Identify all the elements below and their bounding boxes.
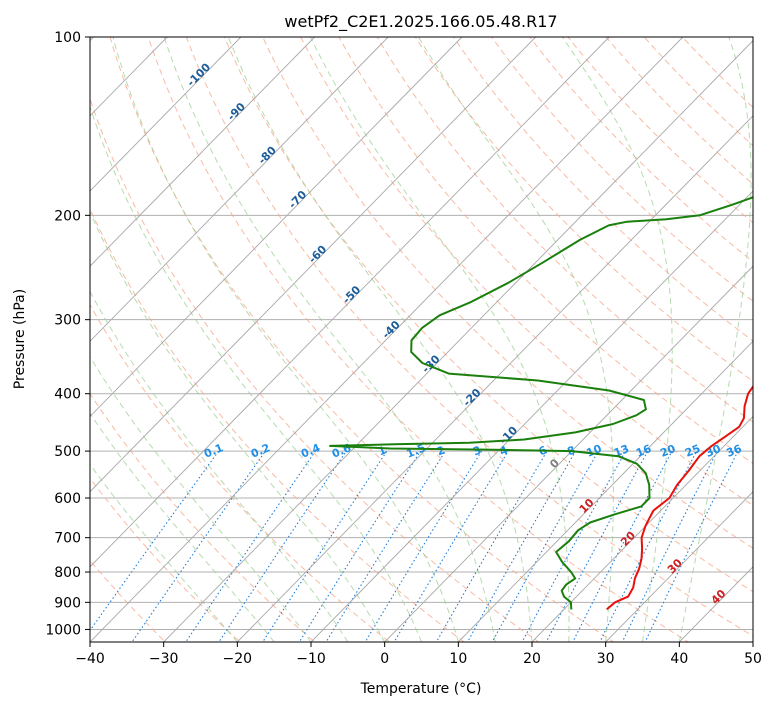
x-axis-title: Temperature (°C) (360, 681, 482, 697)
isotherm-line (90, 37, 242, 192)
dry-adiabat (90, 97, 540, 642)
dry-adiabat (490, 37, 753, 302)
plot-frame (89, 36, 754, 643)
mixing-ratio-label: 1 (376, 443, 388, 458)
isotherm-line (531, 415, 753, 642)
mixing-ratio-label: 3 (471, 443, 483, 458)
moist-adiabat (418, 37, 614, 642)
y-axis-title: Pressure (hPa) (12, 289, 28, 389)
temperature-profile (606, 384, 753, 611)
x-tick-label: −20 (223, 651, 253, 667)
y-tick-label: 700 (54, 531, 81, 547)
mixing-ratio-label: 2 (435, 444, 447, 459)
y-tick-label: 200 (54, 208, 81, 224)
dry-adiabat (452, 37, 753, 342)
dry-adiabat (90, 477, 241, 642)
y-axis: 100 200 300 400 500 600 700 800 900 1000 (45, 30, 90, 638)
mixing-ratio-line (644, 450, 739, 642)
mixing-ratio-line (364, 450, 483, 642)
isotherm-line (90, 37, 315, 267)
profiles (329, 196, 753, 611)
mixing-ratio-line (218, 450, 347, 642)
y-tick-label: 300 (54, 313, 81, 329)
mixing-ratio-label: 25 (683, 442, 702, 460)
moist-adiabat (227, 37, 533, 642)
x-tick-label: 10 (449, 651, 467, 667)
mixing-ratio-line (185, 450, 316, 642)
isotherm-line (90, 37, 684, 642)
mixing-ratio-line (545, 450, 649, 642)
isotherm-line (384, 265, 753, 642)
isotherm-line (310, 190, 753, 642)
isotherm-line (90, 37, 536, 493)
mixing-ratio-label: 16 (634, 442, 653, 460)
mixing-ratio-line (325, 450, 446, 642)
isotherm-line (457, 340, 753, 642)
mixing-ratio-label: 30 (704, 442, 723, 460)
moist-adiabat (163, 37, 496, 642)
isotherm-line (605, 491, 753, 642)
mixing-ratio-label: 36 (725, 442, 744, 460)
mixing-ratio-line (298, 450, 422, 642)
moist-adiabat (112, 37, 459, 642)
dry-adiabat (109, 37, 615, 642)
y-tick-label: 400 (54, 387, 81, 403)
isotherm-line (236, 115, 753, 642)
x-axis: −40 −30 −20 −10 0 10 20 30 40 50 (75, 642, 762, 667)
mixing-ratio-line (435, 450, 548, 642)
mixing-ratio-line (262, 450, 388, 642)
moist-adiabat (561, 37, 673, 642)
moist-adiabat (90, 290, 349, 642)
grid-lines (90, 37, 753, 630)
y-tick-label: 100 (54, 30, 81, 46)
moist-adiabat (90, 210, 386, 642)
x-tick-label: 20 (523, 651, 541, 667)
y-tick-label: 900 (54, 595, 81, 611)
dry-adiabat (300, 37, 753, 507)
moist-adiabat (678, 37, 752, 642)
dry-adiabat (90, 207, 465, 642)
mixing-ratio-line (393, 450, 509, 642)
dry-adiabat (90, 392, 316, 642)
moist-adiabat (90, 463, 238, 642)
mixing-ratio-line (466, 450, 577, 642)
isotherms (90, 37, 753, 642)
x-tick-label: 40 (670, 651, 688, 667)
moist-adiabat (90, 412, 275, 642)
x-tick-label: 30 (597, 651, 615, 667)
isotherm-line (90, 37, 610, 568)
mixing-ratio-label: 10 (585, 442, 604, 460)
y-tick-label: 600 (54, 491, 81, 507)
isotherm-line (90, 37, 389, 342)
x-tick-label: −40 (75, 651, 105, 667)
y-tick-label: 1000 (45, 622, 81, 638)
y-tick-label: 800 (54, 565, 81, 581)
y-tick-label: 500 (54, 444, 81, 460)
dry-adiabat (90, 303, 391, 642)
mixing-ratio-line (90, 450, 220, 632)
mixing-ratio-line (491, 450, 599, 642)
dry-adiabat (147, 37, 690, 642)
x-tick-label: −10 (296, 651, 326, 667)
dry-adiabat (414, 37, 753, 382)
chart-title: wetPf2_C2E1.2025.166.05.48.R17 (284, 12, 557, 32)
x-tick-label: 0 (380, 651, 389, 667)
x-tick-label: −30 (149, 651, 179, 667)
mixing-ratio-label: 20 (658, 442, 677, 460)
isotherm-line (90, 37, 463, 418)
x-tick-label: 50 (744, 651, 762, 667)
dry-adiabat (262, 37, 753, 549)
moist-adiabat (90, 105, 422, 642)
dewpoint-profile (329, 196, 753, 610)
isotherm-line (163, 40, 753, 642)
